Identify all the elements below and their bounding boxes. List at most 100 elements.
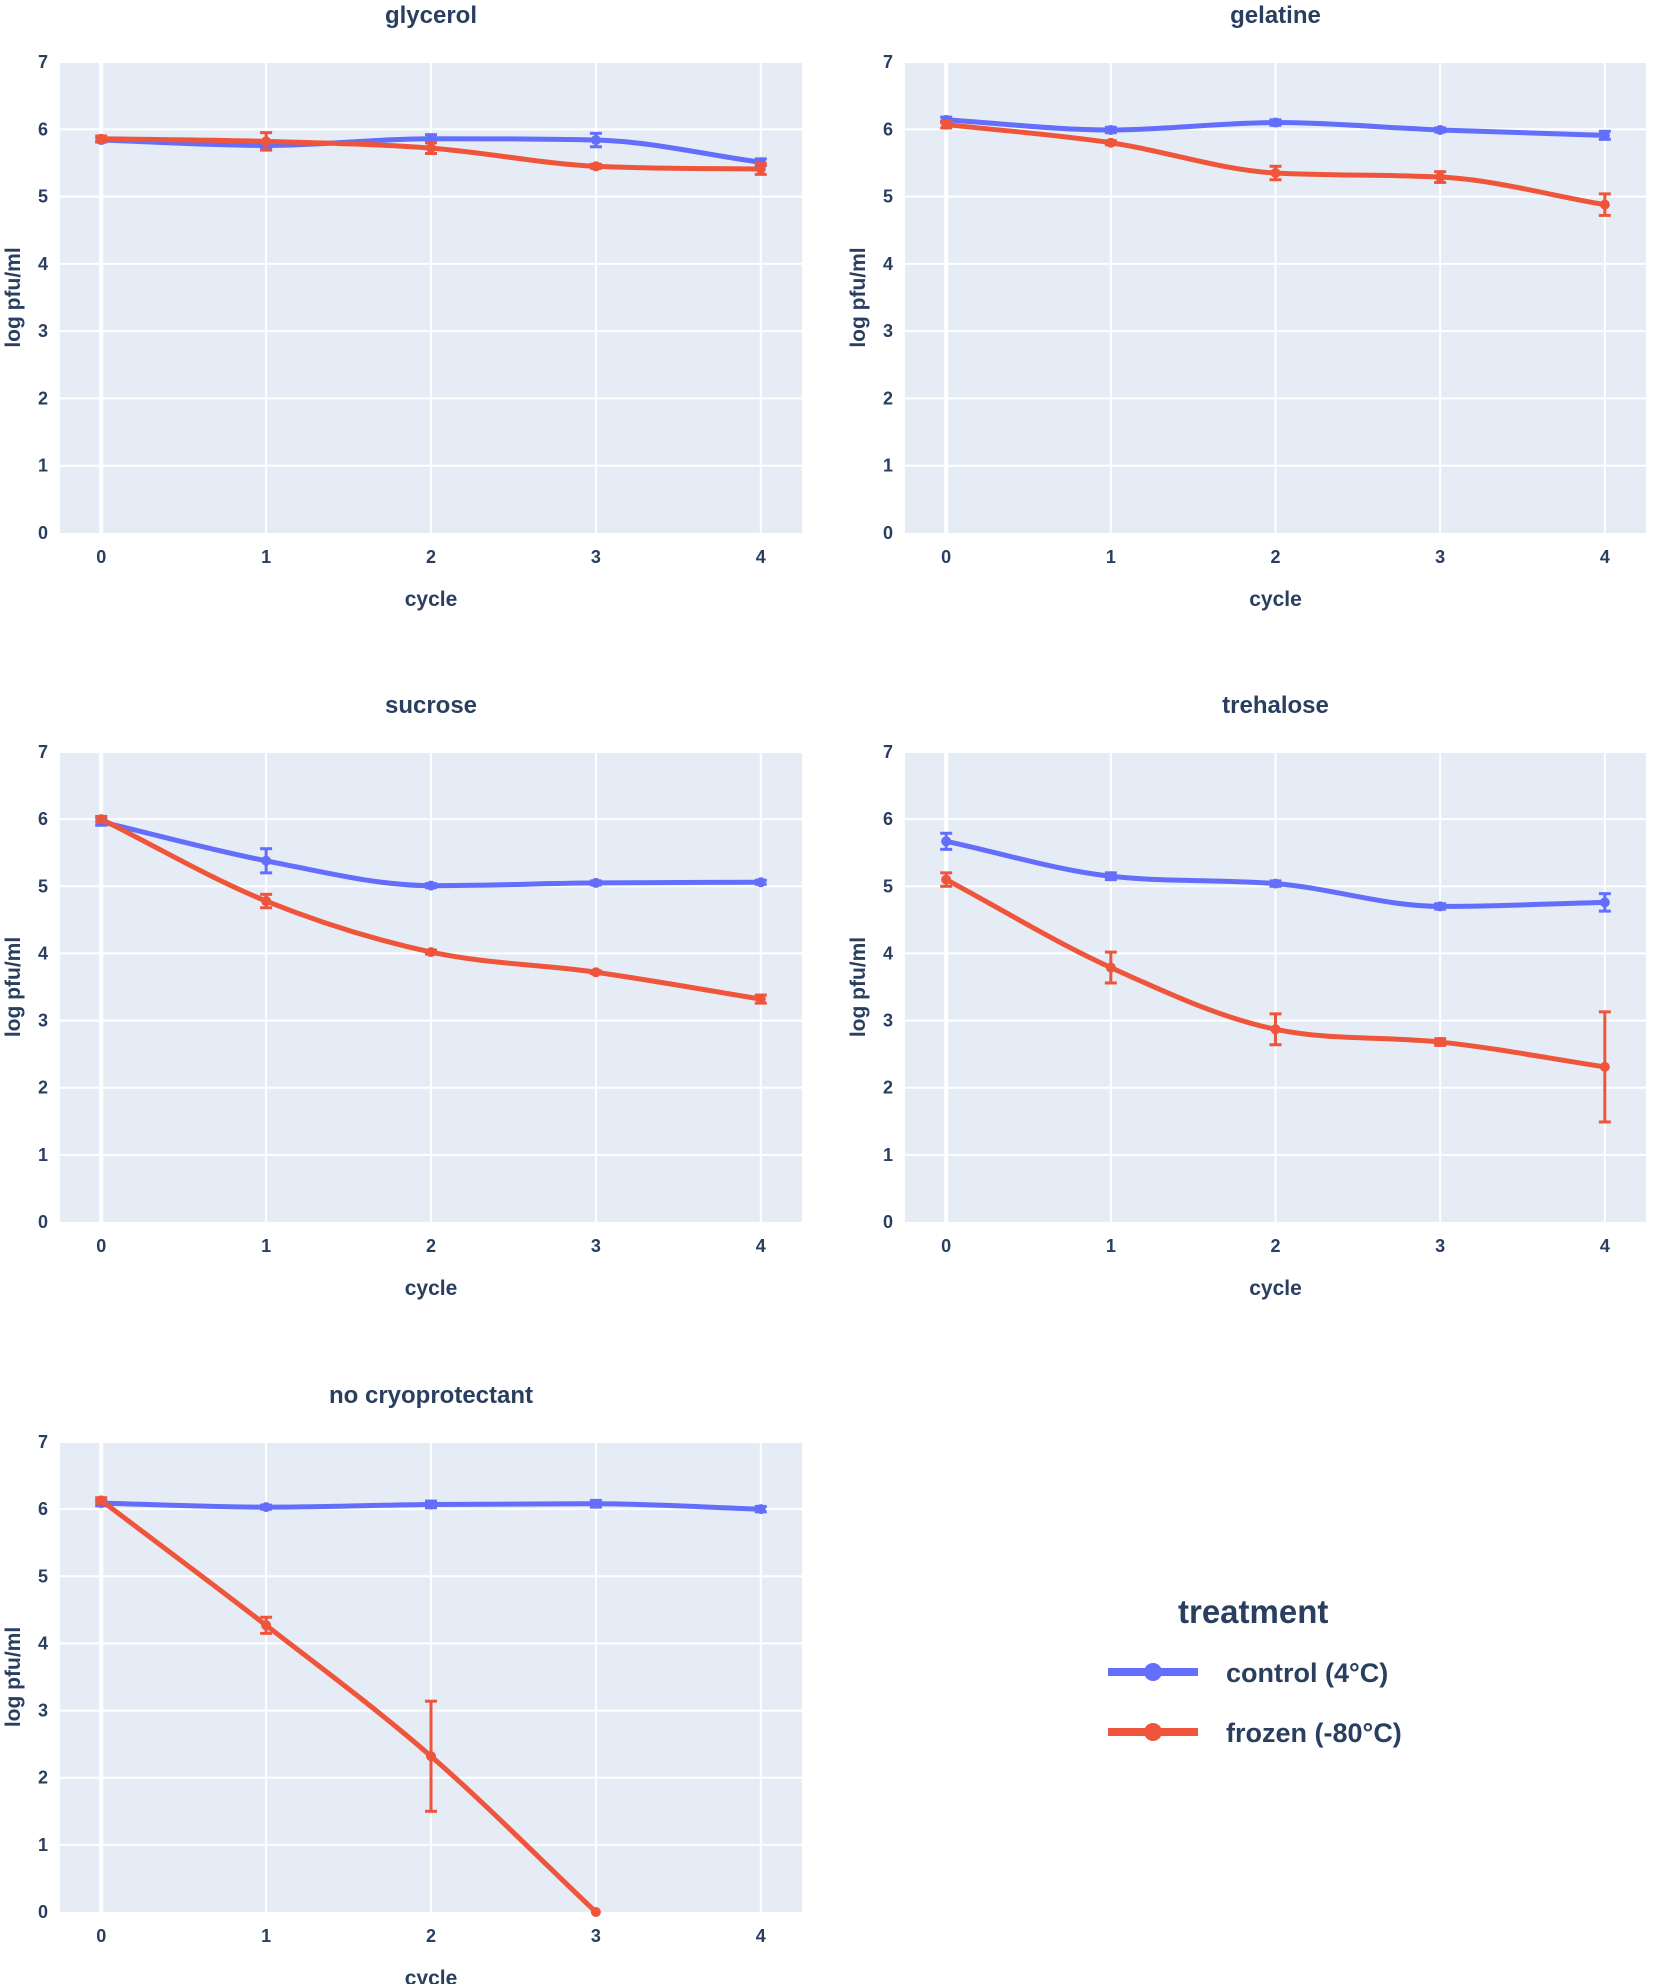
data-point bbox=[1270, 1024, 1281, 1035]
data-point bbox=[426, 1499, 436, 1510]
y-tick-label: 1 bbox=[38, 456, 48, 476]
x-tick-label: 2 bbox=[1270, 1236, 1280, 1256]
legend: treatment control (4°C) frozen (-80°C) bbox=[1108, 1593, 1402, 1748]
data-point bbox=[755, 994, 766, 1005]
data-point bbox=[426, 1751, 436, 1762]
data-point bbox=[1270, 878, 1281, 889]
data-point bbox=[1105, 962, 1116, 973]
data-point bbox=[261, 896, 272, 907]
data-point bbox=[590, 1907, 601, 1917]
data-point bbox=[1599, 199, 1610, 210]
x-axis-title: cycle bbox=[1249, 588, 1302, 611]
legend-title: treatment bbox=[1178, 1593, 1328, 1630]
y-tick-label: 3 bbox=[38, 321, 48, 341]
x-tick-label: 0 bbox=[96, 547, 106, 567]
y-tick-label: 1 bbox=[883, 456, 893, 476]
y-tick-label: 4 bbox=[38, 943, 48, 963]
data-point bbox=[941, 874, 952, 885]
series-frozen-80-c bbox=[95, 131, 767, 176]
x-tick-label: 0 bbox=[96, 1236, 106, 1256]
legend-label-control: control (4°C) bbox=[1226, 1658, 1388, 1688]
x-axis-title: cycle bbox=[405, 588, 458, 611]
y-tick-label: 6 bbox=[883, 119, 893, 139]
data-point bbox=[941, 119, 952, 130]
data-point bbox=[1270, 117, 1281, 128]
y-tick-label: 4 bbox=[883, 943, 893, 963]
data-point bbox=[1435, 124, 1446, 135]
series-frozen-80-c bbox=[95, 814, 767, 1005]
legend-entry-frozen[interactable]: frozen (-80°C) bbox=[1108, 1718, 1402, 1748]
y-tick-label: 3 bbox=[883, 321, 893, 341]
y-tick-label: 5 bbox=[38, 876, 48, 896]
y-tick-label: 2 bbox=[38, 1768, 48, 1788]
x-tick-label: 3 bbox=[1435, 1236, 1445, 1256]
x-tick-label: 1 bbox=[1106, 1236, 1116, 1256]
x-tick-label: 2 bbox=[426, 1926, 436, 1946]
panel-title: no cryoprotectant bbox=[329, 1382, 533, 1409]
data-point bbox=[590, 967, 601, 978]
x-tick-label: 1 bbox=[1106, 547, 1116, 567]
panel-no-cryoprotectant: 0 1 2 3 4 5 6 7 0 1 2 3 4 no cryoprotectant cycle log p… bbox=[2, 1382, 802, 1984]
data-point bbox=[426, 947, 436, 958]
y-tick-label: 0 bbox=[883, 523, 893, 543]
y-tick-label: 7 bbox=[38, 52, 48, 72]
y-tick-label: 7 bbox=[38, 742, 48, 762]
data-point bbox=[1105, 124, 1116, 135]
y-tick-label: 7 bbox=[38, 1432, 48, 1452]
y-tick-label: 6 bbox=[38, 119, 48, 139]
data-point bbox=[941, 836, 952, 847]
y-tick-label: 4 bbox=[38, 254, 48, 274]
data-point bbox=[1599, 1061, 1610, 1072]
panel-glycerol: 0 1 2 3 4 5 6 7 0 1 2 3 4 glycerol cycle log pfu/ml bbox=[2, 2, 802, 611]
x-axis-title: cycle bbox=[1249, 1277, 1302, 1300]
x-tick-label: 4 bbox=[756, 1236, 766, 1256]
y-tick-label: 0 bbox=[38, 1212, 48, 1232]
panel-trehalose: 0 1 2 3 4 5 6 7 0 1 2 3 4 trehalose cycle log pfu/ml bbox=[847, 692, 1646, 1300]
data-point bbox=[261, 1620, 272, 1631]
series-line bbox=[98, 1497, 599, 1915]
x-tick-label: 3 bbox=[1435, 547, 1445, 567]
y-tick-label: 0 bbox=[38, 523, 48, 543]
panel-gelatine: 0 1 2 3 4 5 6 7 0 1 2 3 4 gelatine cycle log pfu/ml bbox=[847, 2, 1646, 611]
y-tick-label: 2 bbox=[38, 1078, 48, 1098]
y-tick-label: 1 bbox=[883, 1145, 893, 1165]
y-tick-label: 2 bbox=[883, 1078, 893, 1098]
panel-title: gelatine bbox=[1230, 2, 1321, 29]
data-point bbox=[1435, 1037, 1446, 1048]
data-point bbox=[261, 855, 272, 866]
series-frozen-80-c bbox=[95, 1495, 601, 1917]
data-point bbox=[96, 133, 107, 144]
legend-marker-control bbox=[1144, 1663, 1162, 1681]
data-point bbox=[590, 877, 601, 888]
series-frozen-80-c bbox=[940, 119, 1611, 217]
y-tick-label: 0 bbox=[38, 1902, 48, 1922]
y-tick-label: 6 bbox=[883, 809, 893, 829]
data-point bbox=[590, 135, 601, 146]
x-tick-label: 1 bbox=[261, 1926, 271, 1946]
y-tick-label: 0 bbox=[883, 1212, 893, 1232]
data-point bbox=[426, 143, 436, 154]
panel-title: glycerol bbox=[385, 2, 477, 29]
data-point bbox=[755, 1504, 766, 1515]
data-point bbox=[1599, 897, 1610, 908]
y-axis-title: log pfu/ml bbox=[2, 937, 25, 1037]
series-frozen-80-c bbox=[940, 871, 1611, 1124]
y-tick-label: 4 bbox=[38, 1633, 48, 1653]
data-point bbox=[590, 1498, 601, 1509]
y-tick-label: 5 bbox=[38, 1566, 48, 1586]
data-point bbox=[426, 880, 436, 891]
y-tick-label: 1 bbox=[38, 1835, 48, 1855]
y-tick-label: 7 bbox=[883, 52, 893, 72]
y-tick-label: 5 bbox=[38, 187, 48, 207]
data-point bbox=[1105, 871, 1116, 882]
legend-marker-frozen bbox=[1144, 1723, 1162, 1741]
y-axis-title: log pfu/ml bbox=[2, 1627, 25, 1727]
data-point bbox=[426, 133, 436, 144]
y-tick-label: 7 bbox=[883, 742, 893, 762]
data-point bbox=[1105, 137, 1116, 148]
y-tick-label: 1 bbox=[38, 1145, 48, 1165]
legend-entry-control[interactable]: control (4°C) bbox=[1108, 1658, 1388, 1688]
y-tick-label: 2 bbox=[38, 388, 48, 408]
panel-title: trehalose bbox=[1222, 692, 1329, 719]
